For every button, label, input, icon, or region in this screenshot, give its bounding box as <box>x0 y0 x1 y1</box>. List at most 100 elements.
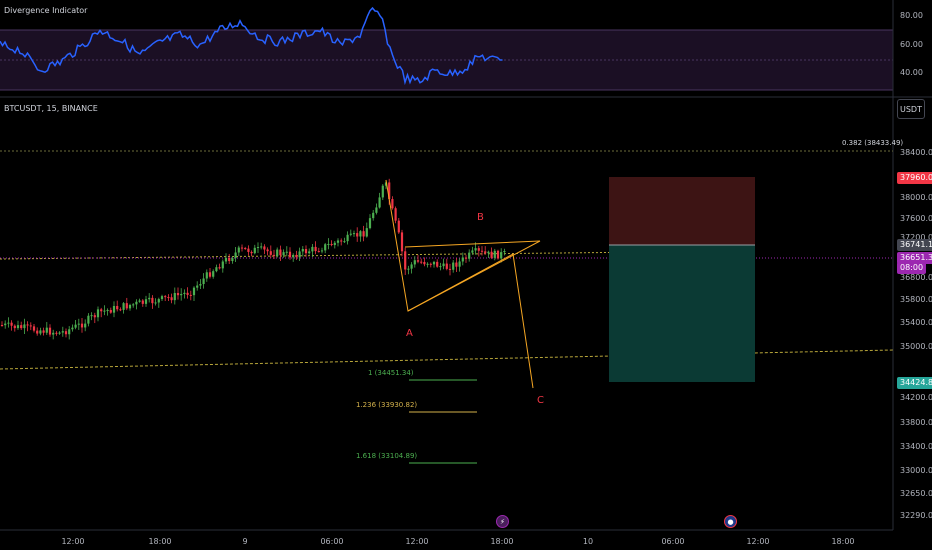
candle-body <box>205 272 208 279</box>
candlestick-series[interactable] <box>0 178 506 340</box>
candle-body <box>423 261 426 265</box>
candle-body <box>74 324 77 328</box>
candle-body <box>429 263 432 265</box>
candle-body <box>170 297 173 301</box>
take-profit-zone[interactable] <box>609 245 755 382</box>
abc-pattern-lines[interactable] <box>385 179 534 389</box>
price-tick: 34200.00 <box>900 393 932 402</box>
candle-body <box>231 258 234 262</box>
price-tick: 33000.00 <box>900 466 932 475</box>
candle-body <box>96 309 100 318</box>
candle-body <box>269 251 272 255</box>
candle-body <box>256 247 260 249</box>
us-flag-icon[interactable]: ● <box>724 515 737 528</box>
candle-body <box>362 231 365 237</box>
candle-body <box>304 249 308 254</box>
candle-body <box>244 248 247 250</box>
currency-button[interactable]: USDT <box>897 99 925 119</box>
symbol-title[interactable]: BTCUSDT, 15, BINANCE <box>4 104 98 113</box>
candle-body <box>135 301 138 305</box>
candle-body <box>199 284 202 286</box>
candle-body <box>247 248 250 252</box>
candle-body <box>391 199 394 209</box>
candle-body <box>468 252 471 259</box>
time-tick: 10 <box>582 537 594 546</box>
rsi-level-40: 40.00 <box>900 68 923 77</box>
candle-body <box>183 292 186 295</box>
candle-body <box>84 323 87 328</box>
candle-body <box>301 249 304 252</box>
candle-body <box>128 304 132 309</box>
price-tick: 35000.00 <box>900 342 932 351</box>
candle-body <box>61 331 64 333</box>
wave-label-c: C <box>537 395 544 406</box>
lightning-icon[interactable]: ⚡ <box>496 515 509 528</box>
candle-body <box>365 228 368 237</box>
candle-body <box>436 261 439 267</box>
stop-loss-zone[interactable] <box>609 177 755 245</box>
candle-body <box>109 309 112 313</box>
candle-body <box>317 251 320 253</box>
candle-body <box>442 263 445 267</box>
wedge-lower-line[interactable] <box>407 240 541 312</box>
candle-body <box>218 267 221 269</box>
time-tick: 18:00 <box>148 537 172 546</box>
candle-body <box>151 297 154 304</box>
candle-body <box>7 322 10 324</box>
candle-body <box>103 310 106 312</box>
candle-body <box>413 260 416 265</box>
candle-body <box>202 278 205 285</box>
candle-body <box>452 262 455 270</box>
candle-body <box>196 285 199 288</box>
indicator-title[interactable]: Divergence Indicator <box>4 6 88 15</box>
candle-body <box>426 263 429 265</box>
candle-body <box>58 332 61 334</box>
candle-body <box>4 323 7 326</box>
candle-body <box>372 212 375 219</box>
candle-body <box>404 251 407 270</box>
time-tick: 18:00 <box>831 537 855 546</box>
candle-body <box>32 326 36 331</box>
candle-body <box>477 248 480 251</box>
candle-body <box>400 232 404 252</box>
candle-body <box>176 293 180 296</box>
candle-body <box>186 292 189 295</box>
fib-level-1-label: 1 (34451.34) <box>368 369 414 377</box>
wedge-upper-line[interactable] <box>404 240 541 248</box>
fib-level-1236-label: 1.236 (33930.82) <box>356 401 418 409</box>
candle-body <box>23 324 26 329</box>
candle-body <box>484 251 487 254</box>
candle-body <box>458 261 461 267</box>
candle-body <box>55 332 58 334</box>
candle-body <box>87 315 90 324</box>
trendline-lower[interactable] <box>0 349 894 370</box>
candle-body <box>272 254 276 256</box>
candle-body <box>221 261 224 269</box>
candle-body <box>480 250 484 252</box>
candle-body <box>410 264 413 269</box>
price-tick: 36800.00 <box>900 273 932 282</box>
candle-body <box>36 330 39 334</box>
wave-label-b: B <box>477 212 484 223</box>
rsi-line <box>0 6 503 86</box>
price-tick: 35400.00 <box>900 318 932 327</box>
candle-body <box>263 246 266 250</box>
candle-body <box>119 309 122 311</box>
candle-body <box>0 325 4 326</box>
candle-body <box>45 327 48 333</box>
candle-body <box>384 182 388 186</box>
candle-body <box>164 296 167 298</box>
candle-body <box>314 246 317 252</box>
candle-body <box>167 297 170 299</box>
candle-body <box>260 246 263 248</box>
candle-body <box>496 250 500 259</box>
candle-body <box>311 246 314 252</box>
candle-body <box>42 330 45 333</box>
price-tick: 38000.00 <box>900 193 932 202</box>
time-tick: 12:00 <box>405 537 429 546</box>
candle-body <box>240 247 244 249</box>
price-tick: 38400.00 <box>900 148 932 157</box>
candle-body <box>324 244 327 251</box>
candle-body <box>343 241 346 243</box>
